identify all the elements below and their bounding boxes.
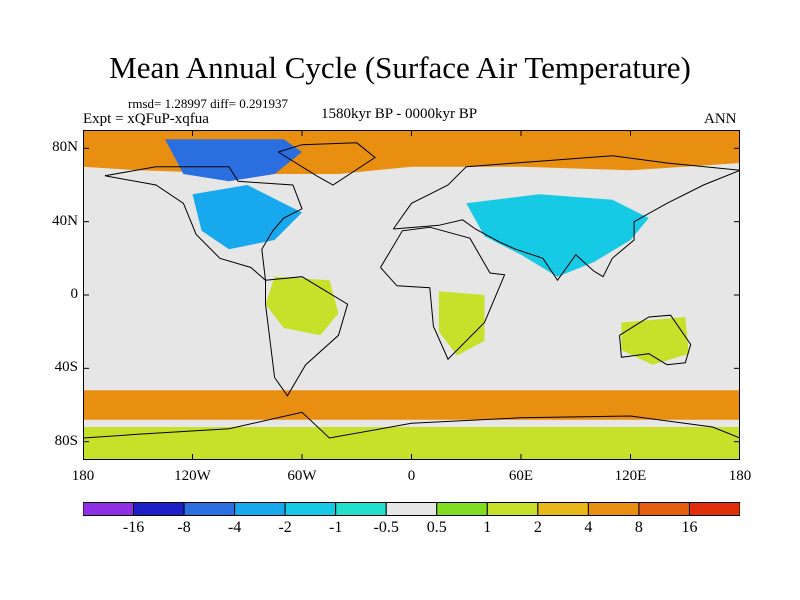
y-tick-label: 80N <box>52 139 78 156</box>
colorbar-tick-label: 2 <box>533 519 542 536</box>
colorbar-tick-label: -0.5 <box>373 519 399 536</box>
colorbar-swatch <box>83 502 135 516</box>
period-label: 1580kyr BP - 0000kyr BP <box>321 106 478 122</box>
region-canadian-arctic-cooling <box>165 139 302 182</box>
south-america-coast <box>265 276 349 397</box>
season-label: ANN <box>704 111 737 127</box>
stats-label: rmsd= 1.28997 diff= 0.291937 <box>128 96 288 111</box>
chart-title: Mean Annual Cycle (Surface Air Temperatu… <box>109 50 691 85</box>
colorbar-swatch <box>587 502 640 516</box>
x-tick-label: 180 <box>728 468 752 484</box>
map-panel <box>83 130 740 460</box>
colorbar-swatch <box>234 502 286 516</box>
eurasia-coast <box>392 155 740 282</box>
y-tick-label: 40S <box>54 359 78 376</box>
region-australia-warming <box>621 317 689 365</box>
colorbar-swatch <box>335 502 387 516</box>
region-eurasia-cooling <box>466 194 649 277</box>
colorbar-tick-label: 4 <box>584 519 593 536</box>
region-north-america-cooling <box>192 185 302 250</box>
experiment-label: Expt = xQFuP-xqfua <box>83 111 209 127</box>
coastlines <box>83 142 740 439</box>
x-tick-label: 0 <box>407 468 416 484</box>
x-tick-label: 120W <box>174 468 211 484</box>
colorbar-swatch <box>133 502 185 516</box>
colorbar-tick-label: -16 <box>122 519 145 536</box>
colorbar-swatch <box>537 502 589 516</box>
colorbar-tick-label: -2 <box>278 519 292 536</box>
region-antarctic-mixed <box>83 427 740 460</box>
colorbar <box>83 502 740 516</box>
x-tick-label: 60W <box>287 468 317 484</box>
colorbar-tick-label: 8 <box>634 519 643 536</box>
colorbar-tick-label: 0.5 <box>426 519 447 536</box>
colorbar-swatch <box>688 502 740 516</box>
greenland-coast <box>278 142 376 186</box>
colorbar-tick-label: -4 <box>227 519 242 536</box>
map-frame <box>83 130 740 460</box>
africa-coast <box>380 226 506 361</box>
region-africa-warming <box>438 291 485 356</box>
colorbar-tick-label: 1 <box>483 519 492 536</box>
colorbar-swatch <box>436 502 488 516</box>
colorbar-swatch <box>183 502 236 516</box>
region-amazon-warming <box>265 276 339 336</box>
colorbar-swatch <box>638 502 690 516</box>
region-southern-ocean-warming <box>83 390 740 420</box>
australia-coast <box>619 314 692 366</box>
colorbar-swatch <box>284 502 337 516</box>
antarctica-coast <box>83 411 740 439</box>
colorbar-tick-label: -1 <box>329 519 343 536</box>
x-tick-label: 180 <box>71 468 95 484</box>
y-tick-label: 80S <box>54 432 78 449</box>
y-tick-label: 0 <box>70 286 79 302</box>
colorbar-swatch <box>486 502 539 516</box>
colorbar-tick-label: 16 <box>681 519 698 536</box>
colorbar-swatch <box>385 502 438 516</box>
x-tick-label: 60E <box>508 468 534 484</box>
colorbar-tick-label: -8 <box>177 519 191 536</box>
y-tick-label: 40N <box>52 212 78 229</box>
x-tick-label: 120E <box>614 468 647 484</box>
anomaly-regions <box>83 130 740 460</box>
north-america-coast <box>104 166 303 282</box>
